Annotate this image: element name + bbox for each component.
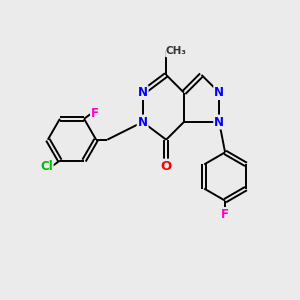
Text: N: N <box>138 86 148 99</box>
Text: CH₃: CH₃ <box>166 46 187 56</box>
Text: F: F <box>221 208 229 221</box>
Text: N: N <box>214 116 224 128</box>
Text: O: O <box>160 160 172 173</box>
Text: F: F <box>91 107 99 120</box>
Text: Cl: Cl <box>40 160 53 173</box>
Text: N: N <box>214 86 224 99</box>
Text: N: N <box>138 116 148 128</box>
